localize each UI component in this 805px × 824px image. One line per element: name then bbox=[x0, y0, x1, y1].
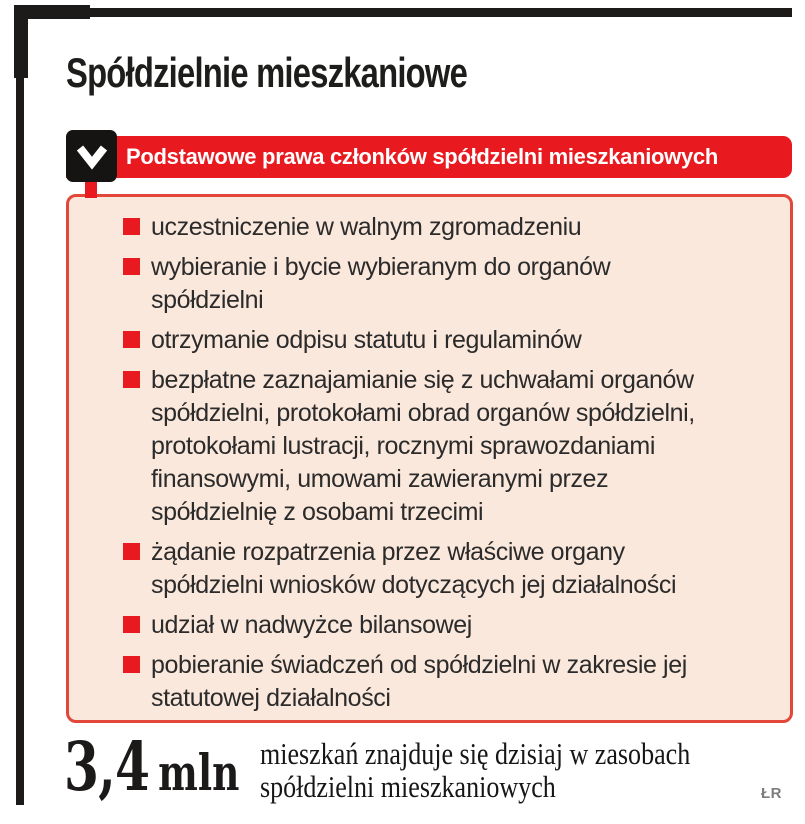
chevron-down-icon bbox=[66, 130, 117, 182]
list-item-text: żądanie rozpatrzenia przez właściwe orga… bbox=[151, 538, 677, 599]
list-item: otrzymanie odpisu statutu i regulaminów bbox=[123, 324, 780, 357]
list-item-text: pobieranie świadczeń od spółdzielni w za… bbox=[151, 651, 687, 712]
frame-left-line bbox=[16, 72, 24, 805]
list-item: żądanie rozpatrzenia przez właściwe orga… bbox=[123, 536, 780, 602]
list-item: wybieranie i bycie wybieranym do organów… bbox=[123, 251, 780, 317]
list-item-text: uczestniczenie w walnym zgromadzeniu bbox=[151, 213, 582, 241]
list-item: uczestniczenie w walnym zgromadzeniu bbox=[123, 211, 780, 244]
banner-label: Podstawowe prawa członków spółdzielni mi… bbox=[126, 144, 718, 169]
frame-top-line bbox=[80, 8, 792, 17]
bullet-square-icon bbox=[123, 258, 140, 275]
list-item: bezpłatne zaznajamianie się z uchwałami … bbox=[123, 364, 780, 529]
frame-corner-horizontal bbox=[14, 5, 90, 19]
list-item-text: wybieranie i bycie wybieranym do organów… bbox=[151, 253, 611, 314]
bullet-square-icon bbox=[123, 331, 140, 348]
rights-list: uczestniczenie w walnym zgromadzeniu wyb… bbox=[123, 211, 780, 715]
frame-corner-vertical bbox=[14, 5, 28, 78]
list-item: udział w nadwyżce bilansowej bbox=[123, 609, 780, 642]
list-item-text: otrzymanie odpisu statutu i regulaminów bbox=[151, 326, 582, 354]
page-title: Spółdzielnie mieszkaniowe bbox=[66, 49, 468, 96]
connector-stub bbox=[85, 180, 97, 198]
statistic-value: 3,4 bbox=[64, 727, 150, 806]
bullet-square-icon bbox=[123, 371, 140, 388]
author-credit: ŁR bbox=[761, 785, 782, 802]
rights-box: uczestniczenie w walnym zgromadzeniu wyb… bbox=[66, 194, 793, 723]
bullet-square-icon bbox=[123, 218, 140, 235]
bullet-square-icon bbox=[123, 616, 140, 633]
banner: Podstawowe prawa członków spółdzielni mi… bbox=[66, 136, 792, 178]
list-item-text: udział w nadwyżce bilansowej bbox=[151, 611, 472, 639]
bullet-square-icon bbox=[123, 543, 140, 560]
statistic: 3,4 mln bbox=[64, 733, 239, 800]
bullet-square-icon bbox=[123, 656, 140, 673]
list-item-text: bezpłatne zaznajamianie się z uchwałami … bbox=[151, 366, 695, 526]
statistic-unit: mln bbox=[158, 743, 240, 802]
statistic-description: mieszkań znajduje się dzisiaj w zasobach… bbox=[260, 736, 691, 804]
list-item: pobieranie świadczeń od spółdzielni w za… bbox=[123, 649, 780, 715]
